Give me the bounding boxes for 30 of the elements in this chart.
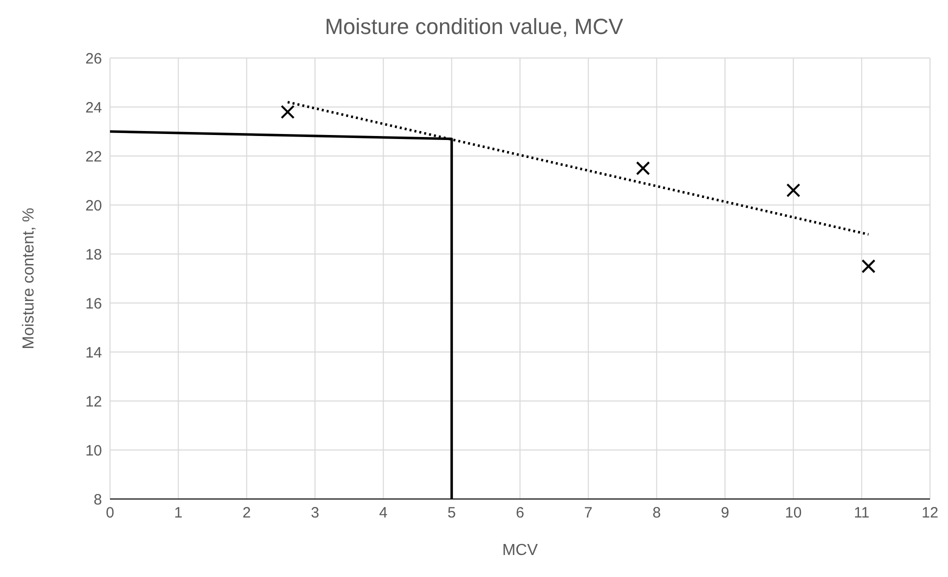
y-tick-label: 24 xyxy=(85,99,102,116)
y-tick-label: 14 xyxy=(85,344,102,362)
x-tick-label: 0 xyxy=(106,504,114,522)
x-tick-label: 3 xyxy=(310,504,320,522)
point xyxy=(786,183,800,198)
y-tick-label: 10 xyxy=(85,442,102,460)
point xyxy=(636,161,650,176)
y-tick-label: 8 xyxy=(94,491,102,508)
x-tick-label: 6 xyxy=(516,504,524,522)
x-tick-label: 9 xyxy=(720,504,730,522)
x-tick-label: 1 xyxy=(174,504,183,522)
y-tick-label: 20 xyxy=(85,197,102,214)
x-tick-label: 7 xyxy=(584,504,593,522)
x-tick-label: 4 xyxy=(379,504,388,522)
y-tick-label: 26 xyxy=(85,50,102,68)
x-tick-label: 8 xyxy=(652,504,661,522)
point xyxy=(862,259,876,274)
x-tick-label: 10 xyxy=(784,504,802,522)
x-tick-label: 2 xyxy=(242,504,251,522)
point xyxy=(280,104,295,119)
y-tick-label: 12 xyxy=(85,393,102,410)
y-tick-label: 22 xyxy=(85,148,102,166)
y-axis-title: Moisture content, % xyxy=(20,208,38,350)
y-tick-label: 16 xyxy=(85,295,102,312)
x-tick-label: 12 xyxy=(922,504,938,522)
y-tick-label: 18 xyxy=(85,246,102,264)
x-axis-title: MCV xyxy=(502,542,538,559)
x-tick-label: 5 xyxy=(447,504,456,522)
chart-title: Moisture condition value, MCV xyxy=(324,13,624,41)
x-tick-label: 11 xyxy=(854,504,870,522)
